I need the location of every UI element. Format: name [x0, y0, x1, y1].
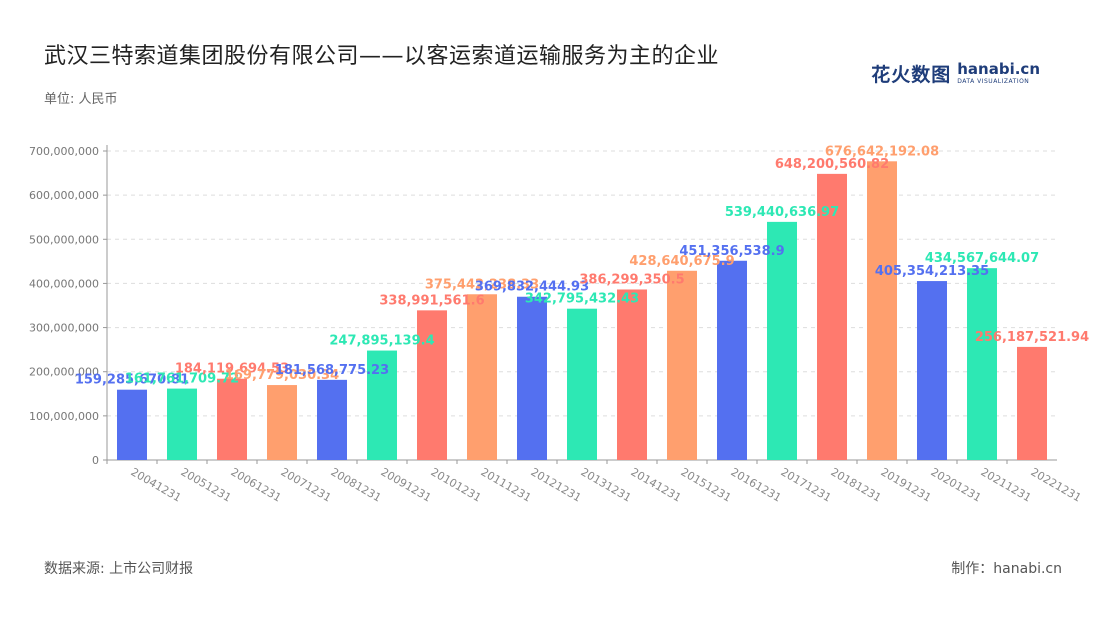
y-tick-label: 300,000,000 [29, 322, 99, 335]
y-tick-label: 400,000,000 [29, 277, 99, 290]
x-tick-label: 20121231 [529, 465, 584, 504]
x-tick-label: 20171231 [779, 465, 834, 504]
bar [417, 310, 447, 460]
y-tick-label: 500,000,000 [29, 233, 99, 246]
chart-title: 武汉三特索道集团股份有限公司——以客运索道运输服务为主的企业 [44, 44, 720, 69]
bar [517, 296, 547, 460]
data-label: 648,200,560.82 [775, 157, 889, 172]
data-label: 386,299,350.5 [579, 272, 684, 287]
data-label: 451,356,538.9 [679, 244, 784, 259]
x-tick-label: 20041231 [129, 465, 184, 504]
y-tick-label: 600,000,000 [29, 189, 99, 202]
data-label: 338,991,561.6 [379, 293, 484, 308]
data-label: 184,119,694.53 [175, 362, 289, 377]
y-tick-label: 700,000,000 [29, 145, 99, 158]
bar [917, 281, 947, 460]
data-label: 161,761,709.72 [125, 372, 239, 387]
x-tick-label: 20071231 [279, 465, 334, 504]
x-tick-label: 20181231 [829, 465, 884, 504]
x-tick-label: 20061231 [229, 465, 284, 504]
data-label: 342,795,432.43 [525, 292, 639, 307]
data-label: 676,642,192.08 [825, 144, 939, 159]
x-tick-label: 20101231 [429, 465, 484, 504]
bar [817, 173, 847, 460]
bar [317, 379, 347, 460]
x-tick-label: 20201231 [929, 465, 984, 504]
bar [467, 294, 497, 460]
data-label: 434,567,644.07 [925, 251, 1039, 266]
bar [767, 221, 797, 460]
bar [717, 260, 747, 460]
unit-label: 单位: 人民币 [44, 92, 118, 107]
data-label: 159,285,670.81 [75, 373, 189, 388]
y-tick-label: 0 [92, 454, 99, 467]
x-tick-label: 20051231 [179, 465, 234, 504]
x-tick-label: 20211231 [979, 465, 1034, 504]
data-label: 256,187,521.94 [975, 330, 1089, 345]
bar [1017, 346, 1047, 460]
data-label: 375,442,238.33 [425, 277, 539, 292]
data-source: 数据来源: 上市公司财报 [44, 561, 194, 577]
data-label: 181,568,775.23 [275, 363, 389, 378]
bar [117, 389, 147, 460]
data-label: 369,832,444.93 [475, 280, 589, 295]
brand-logo: 花火数图 hanabi.cn DATA VISUALIZATION [871, 60, 1040, 87]
bar-layer [117, 161, 1047, 461]
x-tick-label: 20081231 [329, 465, 384, 504]
x-tick-label: 20221231 [1029, 465, 1084, 504]
x-tick-label: 20141231 [629, 465, 684, 504]
x-tick-label: 20091231 [379, 465, 434, 504]
y-tick-label: 100,000,000 [29, 410, 99, 423]
x-tick-label: 20161231 [729, 465, 784, 504]
data-label: 247,895,139.4 [329, 334, 434, 349]
data-label: 169,779,030.34 [225, 368, 339, 383]
data-label: 539,440,636.97 [725, 205, 839, 220]
x-tick-label: 20131231 [579, 465, 634, 504]
bar [367, 350, 397, 460]
logo-sub-text: DATA VISUALIZATION [957, 78, 1030, 85]
bar [217, 378, 247, 460]
maker-credit: 制作：hanabi.cn [951, 561, 1062, 577]
bar [267, 385, 297, 460]
logo-cn-text: 花火数图 [871, 64, 952, 86]
data-label: 428,640,675.9 [629, 254, 734, 269]
bar [967, 268, 997, 460]
bar [667, 270, 697, 460]
logo-en-text: hanabi.cn [957, 60, 1040, 78]
x-tick-label: 20191231 [879, 465, 934, 504]
x-tick-label: 20111231 [479, 465, 534, 504]
x-tick-label: 20151231 [679, 465, 734, 504]
y-tick-label: 200,000,000 [29, 366, 99, 379]
label-layer: 159,285,670.81161,761,709.72184,119,694.… [75, 144, 1089, 387]
bar [867, 161, 897, 461]
logo-en-block: hanabi.cn DATA VISUALIZATION [957, 62, 1040, 85]
bar [617, 289, 647, 460]
bar [167, 388, 197, 460]
bar [567, 308, 597, 460]
data-label: 405,354,213.35 [875, 264, 989, 279]
